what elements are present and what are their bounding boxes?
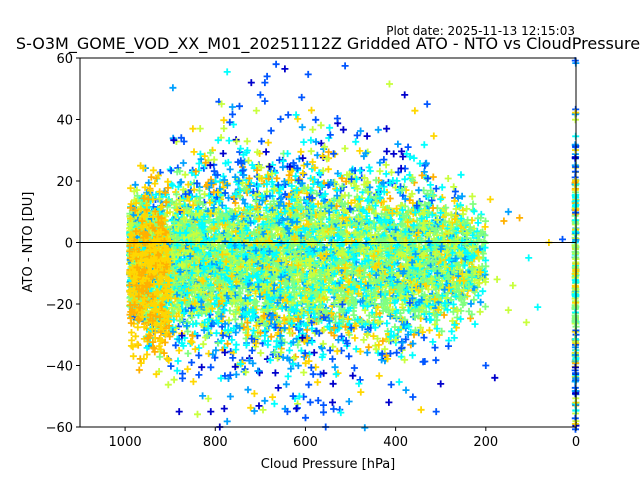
data-point	[476, 308, 484, 316]
data-point	[303, 160, 311, 168]
data-point	[450, 334, 458, 342]
data-point	[257, 349, 265, 357]
data-point	[393, 349, 401, 357]
data-point	[282, 380, 290, 388]
data-point	[369, 320, 377, 328]
data-point	[370, 332, 377, 340]
data-point	[365, 343, 373, 351]
data-point	[267, 333, 275, 341]
data-point	[440, 311, 448, 319]
data-point	[388, 168, 395, 176]
data-point	[471, 320, 479, 328]
data-point	[305, 350, 313, 358]
data-point	[470, 296, 478, 304]
chart-title: S-O3M_GOME_VOD_XX_M01_20251112Z Gridded …	[16, 34, 640, 54]
data-point	[467, 300, 475, 308]
data-point	[226, 165, 234, 173]
data-point	[463, 205, 471, 213]
data-point	[205, 192, 213, 200]
scatter-points	[126, 57, 580, 433]
data-point	[405, 207, 412, 215]
data-point	[224, 340, 232, 348]
data-point	[294, 341, 302, 349]
data-point	[166, 165, 174, 173]
data-point	[474, 292, 482, 299]
data-point	[432, 185, 440, 193]
data-point	[458, 192, 466, 200]
plot-date: Plot date: 2025-11-13 12:15:03	[386, 24, 575, 38]
data-point	[300, 162, 308, 169]
data-point	[242, 269, 250, 277]
data-point	[382, 161, 390, 169]
data-point	[470, 207, 478, 215]
data-point	[431, 321, 439, 328]
data-point	[448, 327, 456, 335]
data-point	[479, 287, 487, 295]
data-point	[481, 244, 489, 252]
data-point	[131, 181, 139, 189]
data-point	[352, 345, 360, 353]
data-point	[467, 314, 474, 322]
data-point	[294, 362, 302, 370]
data-point	[482, 278, 489, 286]
data-point	[356, 348, 364, 355]
data-point	[429, 338, 437, 346]
data-point	[424, 285, 432, 293]
data-point	[195, 344, 203, 352]
data-point	[363, 349, 371, 357]
